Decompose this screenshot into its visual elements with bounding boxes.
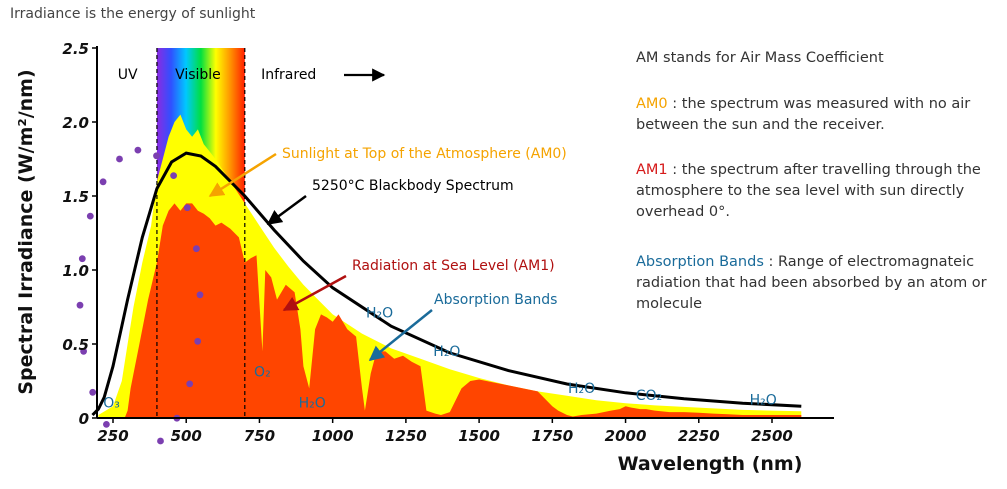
side-intro: AM stands for Air Mass Coefficient xyxy=(636,48,996,69)
x-tick-label: 1750 xyxy=(531,427,573,445)
absorption-arrow xyxy=(368,309,433,361)
molecule-labels: O₃ O₂ H₂O H₂O H₂O H₂O CO₂ H₂O xyxy=(103,305,777,411)
am1-annotation: Radiation at Sea Level (AM1) xyxy=(352,258,555,274)
y-axis-label: Spectral Irradiance (W/m²/nm) xyxy=(15,69,37,394)
x-tick-label: 1000 xyxy=(312,427,354,445)
region-label: Infrared xyxy=(261,67,316,83)
tick-labels: 250 500 750 1000 1250 1500 1750 2000 2250 2500 0 0.… xyxy=(62,40,792,445)
y-tick-label: 0 xyxy=(79,410,89,428)
arc-dot xyxy=(183,204,191,212)
arc-dot xyxy=(186,380,194,388)
x-tick-label: 2250 xyxy=(678,427,720,445)
x-tick-label: 750 xyxy=(244,427,275,445)
arc-dot xyxy=(89,388,97,396)
arc-dot xyxy=(194,337,202,345)
arc-dot xyxy=(76,301,84,309)
am1-description: : the spectrum after travelling through … xyxy=(636,162,981,220)
y-tick-label: 2.0 xyxy=(62,114,89,132)
arc-dot xyxy=(80,347,87,355)
x-axis-label: Wavelength (nm) xyxy=(618,453,803,475)
molecule-label: CO₂ xyxy=(636,388,662,404)
blackbody-arrow xyxy=(266,194,307,226)
am1-area xyxy=(113,203,802,418)
x-tick-label: 2000 xyxy=(605,427,647,445)
side-absorption: Absorption Bands : Range of electromagna… xyxy=(636,252,996,315)
molecule-label: H₂O xyxy=(433,344,460,360)
molecule-label: H₂O xyxy=(299,396,326,412)
molecule-label: H₂O xyxy=(750,393,777,409)
absorption-key: Absorption Bands xyxy=(636,254,764,270)
y-tick-label: 1.0 xyxy=(62,262,89,280)
am0-key: AM0 xyxy=(636,96,668,112)
axis-ticks xyxy=(92,47,773,423)
am-definition: AM stands for Air Mass Coefficient xyxy=(636,50,884,66)
arc-dot xyxy=(78,255,86,263)
blackbody-line xyxy=(91,151,802,417)
arc-dot xyxy=(153,152,160,160)
arc-dot xyxy=(157,437,164,445)
am1-arrow xyxy=(282,274,347,312)
y-tick-label: 0.5 xyxy=(62,336,89,354)
x-tick-label: 2500 xyxy=(751,427,793,445)
arc-dot xyxy=(103,421,110,428)
arc-dot xyxy=(86,212,94,220)
molecule-label: O₂ xyxy=(254,365,271,381)
region-label: UV xyxy=(118,67,138,83)
molecule-label: O₃ xyxy=(103,396,120,412)
y-tick-label: 1.5 xyxy=(62,188,89,206)
page-title: Irradiance is the energy of sunlight xyxy=(10,6,256,22)
am0-arrow xyxy=(208,152,277,198)
blackbody-annotation: 5250°C Blackbody Spectrum xyxy=(312,178,514,194)
region-label: Visible xyxy=(175,67,221,83)
absorption-description: : Range of electromagnateic radiation th… xyxy=(636,254,987,312)
molecule-label: H₂O xyxy=(366,305,393,321)
x-tick-label: 1500 xyxy=(458,427,500,445)
arc-dot xyxy=(193,245,200,253)
am1-key: AM1 xyxy=(636,162,668,178)
arc-dot xyxy=(116,155,123,163)
molecule-label: H₂O xyxy=(568,381,595,397)
am0-description: : the spectrum was measured with no air … xyxy=(636,96,971,133)
x-tick-label: 250 xyxy=(97,427,128,445)
x-tick-label: 500 xyxy=(171,427,202,445)
arc-dot xyxy=(134,146,142,154)
arc-dot xyxy=(196,291,204,299)
spectrum-dots-arc xyxy=(76,146,204,445)
side-am0: AM0 : the spectrum was measured with no … xyxy=(636,94,996,136)
absorption-annotation: Absorption Bands xyxy=(434,292,557,308)
region-labels: UV Visible Infrared xyxy=(118,67,317,83)
x-tick-label: 1250 xyxy=(385,427,427,445)
arc-dot xyxy=(170,172,178,180)
arc-dot xyxy=(99,178,107,186)
y-tick-label: 2.5 xyxy=(62,40,89,58)
side-am1: AM1 : the spectrum after travelling thro… xyxy=(636,160,996,223)
am0-annotation: Sunlight at Top of the Atmosphere (AM0) xyxy=(282,146,567,162)
